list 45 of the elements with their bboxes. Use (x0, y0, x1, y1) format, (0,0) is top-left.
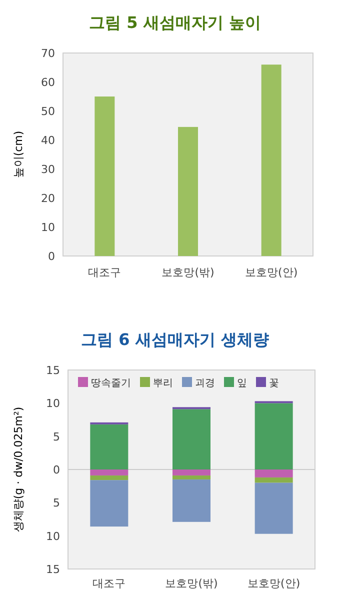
bar (172, 470, 210, 476)
bar (178, 126, 198, 256)
bar (254, 470, 293, 478)
legend-label: 꽃 (269, 378, 279, 389)
y-tick-label: 10 (46, 530, 60, 543)
chart-title: 그림 5 새섬매자기 높이 (89, 13, 261, 32)
legend-label: 땅속줄기 (91, 378, 131, 389)
y-tick-label: 5 (53, 430, 60, 444)
bar (90, 480, 128, 527)
bar (261, 64, 282, 256)
y-tick-label: 15 (46, 364, 60, 377)
bar (90, 470, 128, 476)
legend-label: 뿌리 (153, 378, 173, 389)
y-tick-label: 20 (41, 192, 55, 205)
bar (172, 409, 210, 470)
bar (254, 477, 293, 483)
x-tick-label: 대조구 (88, 266, 122, 279)
y-tick-label: 30 (41, 163, 55, 176)
bar (254, 482, 293, 534)
legend-label: 괴경 (195, 378, 215, 389)
legend-label: 잎 (237, 378, 247, 389)
x-tick-label: 보호망(밖) (165, 577, 218, 590)
y-tick-label: 10 (41, 221, 55, 234)
y-tick-label: 5 (53, 496, 60, 510)
chart-title: 그림 6 새섬매자기 생체량 (81, 330, 269, 349)
x-tick-label: 보호망(밖) (162, 266, 214, 279)
y-tick-label: 0 (53, 464, 60, 476)
y-tick-label: 50 (41, 105, 55, 118)
x-tick-label: 보호망(안) (245, 266, 298, 279)
y-tick-label: 40 (41, 134, 55, 147)
bar (172, 479, 210, 522)
y-tick-label: 70 (41, 47, 55, 60)
x-tick-label: 보호망(안) (248, 577, 300, 590)
x-tick-label: 대조구 (92, 577, 126, 590)
bar (90, 424, 128, 470)
y-tick-label: 15 (46, 563, 60, 576)
y-tick-label: 60 (41, 76, 55, 89)
y-tick-label: 10 (46, 397, 60, 410)
bar (172, 475, 210, 480)
bar (90, 475, 128, 480)
bar (94, 96, 115, 256)
bar (254, 403, 293, 470)
y-axis-title: 높이(cm) (12, 130, 25, 178)
y-tick-label: 0 (48, 250, 55, 263)
y-axis-title: 생체량(g · dw/0.025m²) (12, 406, 25, 532)
